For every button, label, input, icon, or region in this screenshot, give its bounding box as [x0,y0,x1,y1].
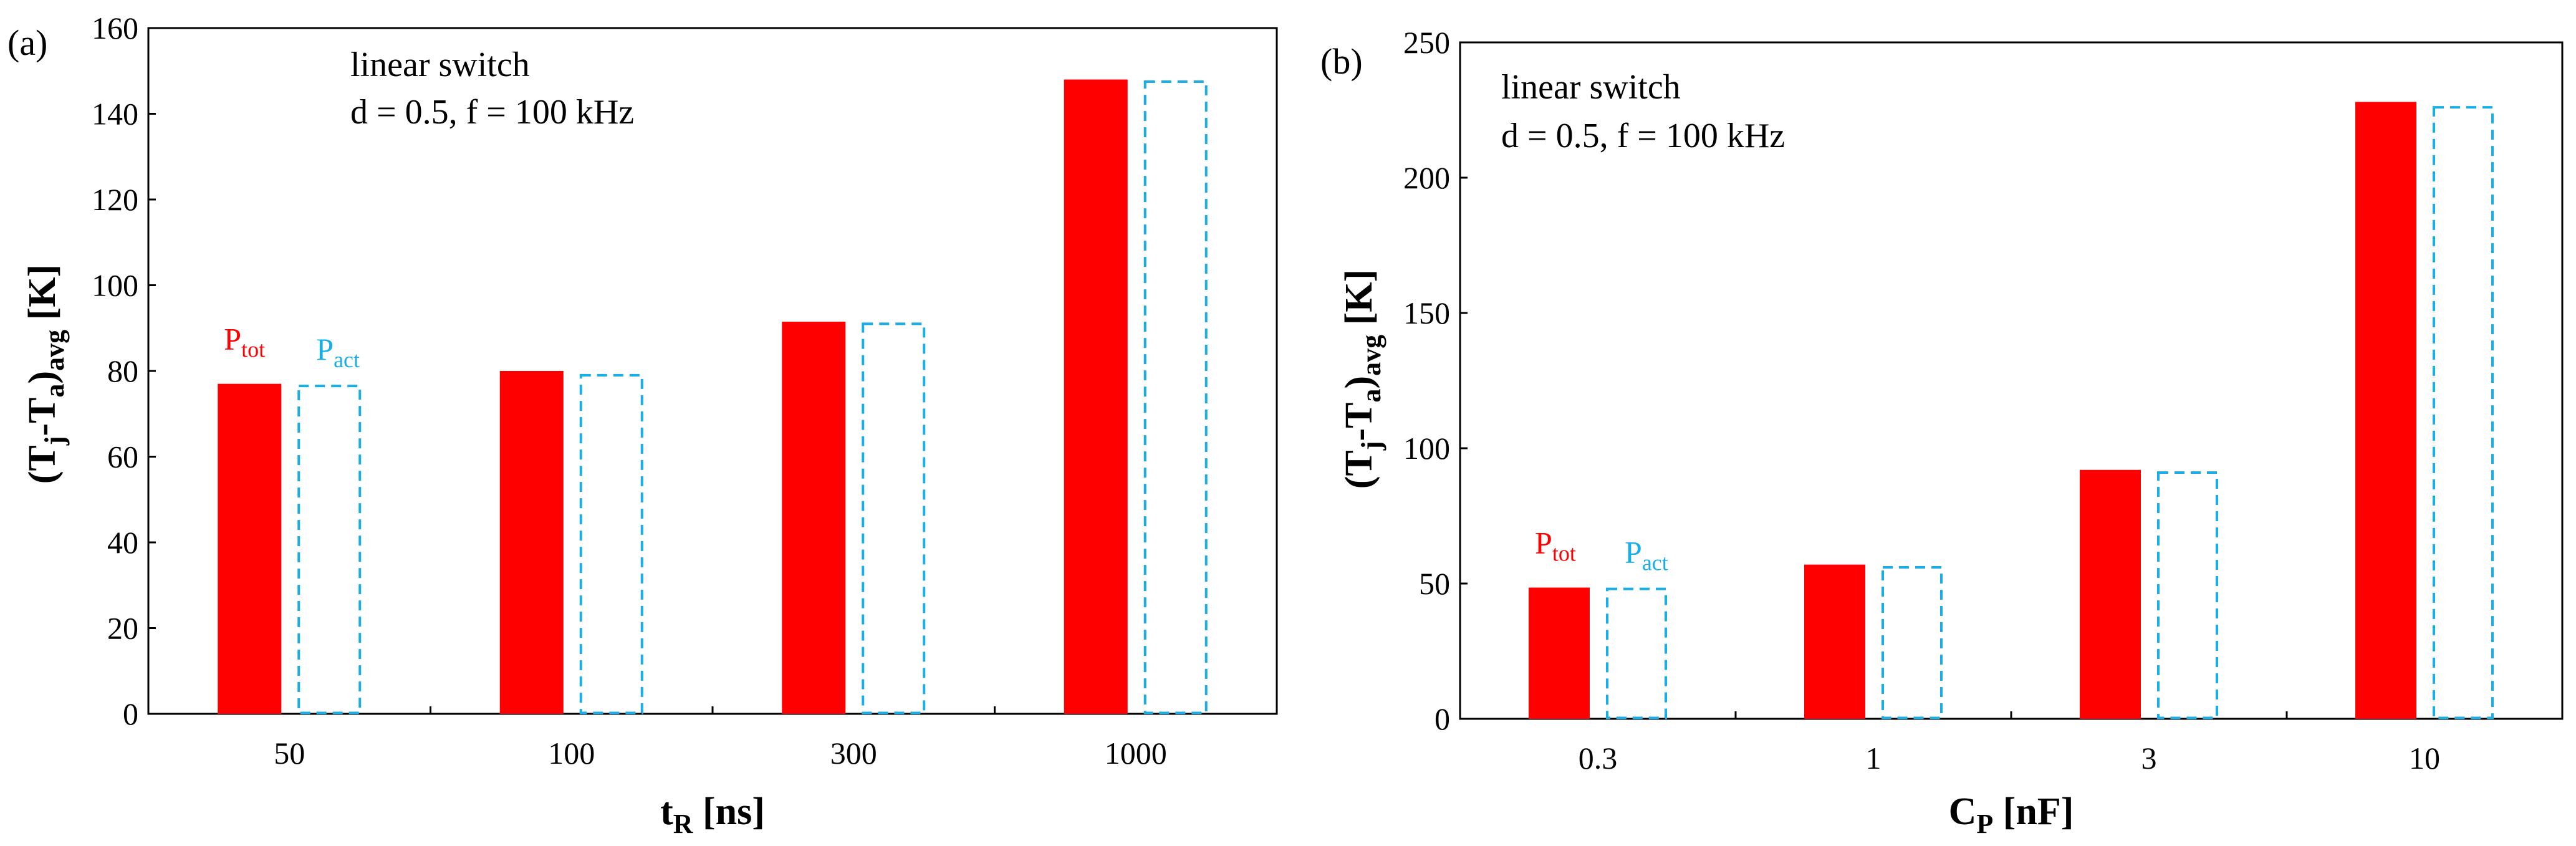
bar-pact [2157,471,2218,719]
bar-ptot [218,383,282,714]
bar-pact [1882,565,1943,719]
x-tick-label: 100 [548,736,595,771]
bars-b [1529,102,2494,719]
legend-pact-a: Pact [316,332,360,372]
annotation-line2-a: d = 0.5, f = 100 kHz [350,93,634,132]
y-tick-label: 200 [1403,160,1450,195]
y-tick-label: 250 [1403,25,1450,60]
bar-ptot [2080,469,2141,719]
panel-label-a: (a) [7,22,47,63]
legend-pact-b: Pact [1625,535,1668,575]
bar-ptot [1064,79,1128,714]
x-axis-title-a: tR [ns] [660,791,765,839]
y-tick-label: 0 [1435,701,1450,736]
legend-ptot-b: Ptot [1535,526,1576,566]
y-tick-label: 100 [92,268,138,303]
annotation-line1-a: linear switch [350,46,530,84]
x-tick-label: 300 [830,736,877,771]
x-axis-title-b: CP [nF] [1949,791,2074,839]
panel-label-b: (b) [1320,41,1363,82]
annotation-line1-b: linear switch [1501,68,1681,107]
bar-pact [1606,587,1667,719]
y-tick-label: 40 [107,525,138,560]
x-tick-label: 50 [274,736,305,771]
bar-pact [297,385,362,714]
x-axis-ticks-a: 50 100 300 1000 [274,706,1167,771]
chart-panel-b: (b) 0 50 100 150 200 250 0.3 1 3 10 linear switc… [1320,25,2564,839]
y-tick-label: 20 [107,611,138,646]
bars-a [218,79,1208,714]
bar-ptot [499,371,564,714]
bar-ptot [1804,564,1865,719]
bar-pact [862,322,926,714]
y-tick-label: 50 [1419,566,1450,601]
bar-pact [579,373,643,714]
bar-ptot [1529,587,1590,719]
x-tick-label: 3 [2141,741,2157,776]
y-axis-title-a: (Tj-Ta)avg [K] [21,264,70,484]
y-tick-label: 150 [1403,296,1450,330]
y-tick-label: 60 [107,440,138,474]
legend-ptot-a: Ptot [224,322,265,362]
bar-pact [1143,80,1208,714]
bar-pact [2433,106,2494,719]
y-tick-label: 80 [107,353,138,388]
bar-ptot [782,321,846,714]
x-tick-label: 1 [1866,741,1882,776]
y-tick-label: 120 [92,182,138,217]
y-tick-label: 160 [92,11,138,46]
chart-panel-a: (a) 0 20 40 60 80 100 120 140 160 50 100 300 1000 l… [7,11,1278,839]
y-axis-ticks-b: 0 50 100 150 200 250 [1403,25,1468,736]
y-tick-label: 0 [123,696,138,731]
bar-ptot [2355,102,2416,719]
x-tick-label: 0.3 [1579,741,1618,776]
y-axis-ticks-a: 0 20 40 60 80 100 120 140 160 [92,11,156,731]
x-axis-ticks-b: 0.3 1 3 10 [1579,711,2440,776]
x-tick-label: 1000 [1105,736,1167,771]
x-tick-label: 10 [2409,741,2440,776]
y-tick-label: 140 [92,97,138,132]
y-tick-label: 100 [1403,431,1450,466]
annotation-line2-b: d = 0.5, f = 100 kHz [1501,117,1785,155]
y-axis-title-b: (Tj-Ta)avg [K] [1338,269,1387,489]
